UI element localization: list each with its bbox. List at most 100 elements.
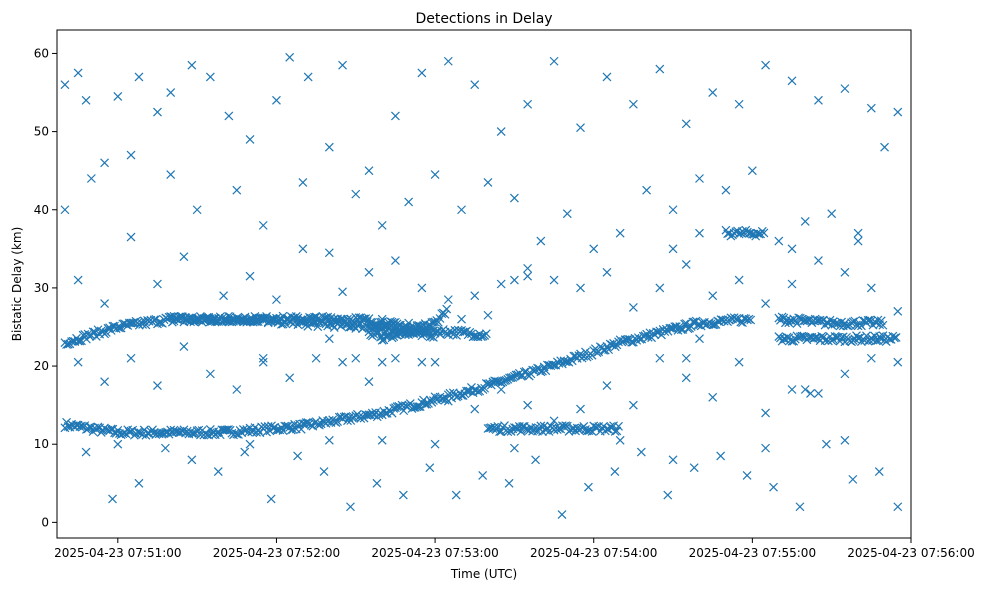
data-point-stroke [549,275,559,285]
data-point-stroke [404,197,414,207]
data-point-stroke [420,319,430,328]
data-point [594,347,604,357]
data-point [179,342,189,351]
data-point [420,329,430,338]
data-point-stroke [604,345,614,355]
data-point-stroke [490,376,500,386]
data-point-stroke [187,429,197,438]
data-point [166,425,176,435]
y-axis: 0 10 20 30 40 50 60 [34,46,57,529]
data-point-stroke [774,236,784,246]
data-point [708,88,718,97]
data-point-stroke [814,95,823,105]
data-point [400,401,410,411]
data-point-stroke [341,412,351,421]
data-point [496,279,506,289]
data-point-stroke [505,373,514,383]
data-point-stroke [285,52,295,62]
data-point-stroke [86,422,96,432]
data-point [622,335,632,345]
data-point-stroke [232,185,242,195]
data-point [853,228,863,238]
data-point-stroke [870,331,880,341]
data-point-stroke [443,295,453,305]
data-point-stroke [734,275,744,285]
y-tick-label: 30 [34,281,49,295]
y-axis-label: Bistatic Delay (km) [10,227,24,342]
data-point-stroke [818,332,828,342]
data-point-stroke [539,421,549,431]
data-point-stroke [153,107,162,117]
data-point [166,170,176,180]
data-point [891,332,901,342]
data-point-stroke [126,232,136,242]
data-point [336,314,346,324]
data-point-stroke [154,318,164,327]
data-point-stroke [853,236,863,246]
data-point [795,502,805,512]
data-point [708,392,718,402]
data-point-stroke [787,385,797,394]
data-point-stroke [412,321,422,330]
data-point [628,400,638,410]
data-point [73,275,83,285]
data-point [734,357,744,367]
data-point [351,189,361,199]
data-point-stroke [828,317,838,327]
data-point-stroke [794,313,804,323]
data-point [504,478,514,488]
data-point-stroke [523,400,533,410]
data-point [840,369,850,379]
data-point-stroke [878,331,888,341]
data-point [285,373,295,383]
data-point-stroke [443,56,453,66]
data-point-stroke [579,422,589,431]
data-point-stroke [676,325,686,335]
data-point-stroke [171,427,181,437]
data-point-stroke [814,256,823,265]
data-point [187,429,197,438]
data-point [207,429,217,439]
data-point-stroke [848,474,858,484]
data-point [663,490,673,500]
data-point-stroke [475,329,485,339]
data-point-stroke [187,60,197,70]
data-point [60,205,70,215]
data-point [742,471,752,480]
data-point [604,345,614,355]
data-point-stroke [430,439,440,449]
data-point-stroke [695,228,704,238]
data-point-stroke [179,342,189,351]
data-point [708,320,718,330]
data-point [731,314,741,324]
data-point-stroke [266,494,276,504]
data-point [272,295,281,305]
data-point-stroke [100,299,110,308]
data-point-stroke [547,360,557,370]
data-point [806,388,815,398]
data-point-stroke [126,318,136,328]
data-point-stroke [797,331,807,341]
data-point-stroke [100,377,110,387]
data-point-stroke [610,427,620,436]
data-point-stroke [319,467,329,476]
data-point-stroke [324,435,334,445]
data-point-stroke [840,369,850,379]
data-point-stroke [176,312,186,321]
data-point-stroke [250,423,260,432]
data-point [77,336,86,346]
data-point [219,291,228,301]
data-point [462,386,471,396]
data-point-stroke [338,357,347,367]
data-point-stroke [769,482,778,492]
data-point [810,333,820,343]
data-point-stroke [795,332,805,342]
data-point-stroke [323,312,333,322]
data-point-stroke [134,428,144,437]
data-point [126,318,136,328]
data-point-stroke [192,315,202,325]
data-point-stroke [450,325,460,335]
data-point [668,455,678,465]
data-point [372,478,382,488]
data-point-stroke [731,314,741,324]
